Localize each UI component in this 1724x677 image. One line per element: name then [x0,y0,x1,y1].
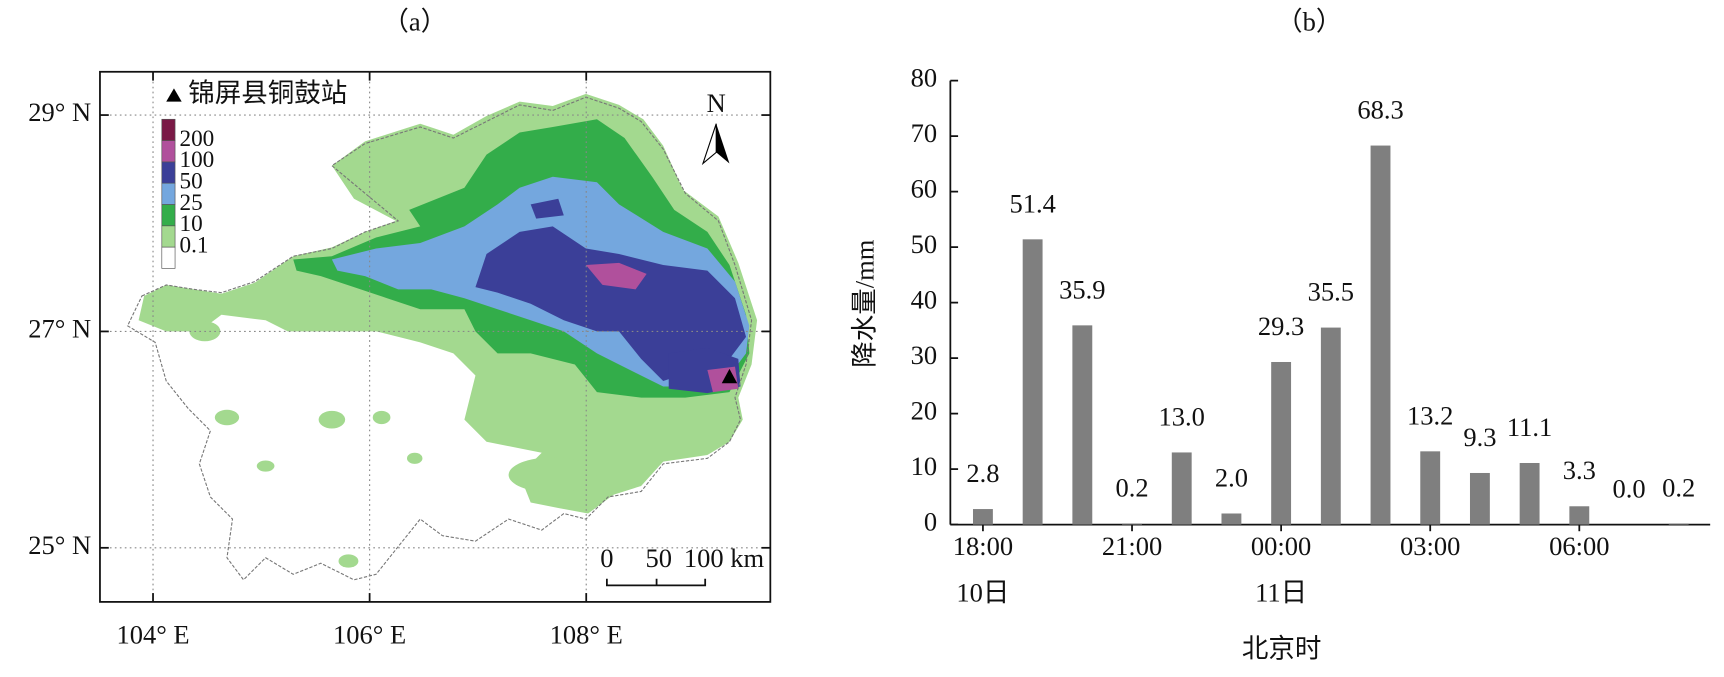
x-axis-label: 北京时 [1242,634,1322,664]
legend-label: 100 [179,147,214,173]
value-label: 0.2 [1115,472,1148,502]
value-label: 68.3 [1357,94,1403,124]
station-marker [721,368,738,384]
rain-area [530,198,564,219]
bar [1022,239,1043,525]
bar [1370,145,1391,525]
y-tick-label: 20 [911,396,937,426]
x-tick-label: 21:00 [1102,531,1162,561]
legend-label: 0.1 [179,232,208,258]
legend-swatch [161,140,176,163]
value-label: 9.3 [1463,422,1496,452]
legend-label: 10 [179,211,202,237]
value-label: 0.2 [1662,472,1695,502]
x-tick-label: 03:00 [1400,531,1460,561]
y-tick-label: 50 [911,229,937,259]
rain-area [585,262,647,290]
y-tick-label: 25° N [28,530,91,560]
rain-area [508,457,597,493]
bar [1668,523,1689,525]
legend-swatch [161,118,176,141]
legend-swatch [161,182,176,205]
y-tick-label: 80 [911,63,937,93]
map-title: （a） [382,6,447,36]
x-tick-label: 06:00 [1549,531,1609,561]
value-label: 2.8 [966,458,999,488]
bar [972,509,993,525]
x-tick-label: 18:00 [953,531,1013,561]
legend-label: 200 [179,126,214,152]
y-tick-label: 10 [911,451,937,481]
y-axis-label: 降水量/mm [850,239,880,367]
rain-area [256,460,275,472]
legend-swatch [161,161,176,184]
legend-swatch [161,204,176,227]
value-label: 35.5 [1308,277,1354,307]
north-label: N [707,88,726,118]
value-label: 11.1 [1507,412,1552,442]
bar [1072,325,1093,525]
bar [1420,451,1441,525]
value-label: 13.0 [1159,401,1205,431]
legend-label: 25 [179,190,202,216]
x-day-label: 11日 [1255,577,1307,607]
y-tick-label: 70 [911,118,937,148]
x-day-label: 10日 [956,577,1009,607]
bar [1171,452,1192,525]
y-tick-label: 60 [911,174,937,204]
bar [1271,361,1292,525]
y-tick-label: 40 [911,285,937,315]
bar [1569,506,1590,525]
rain-area [475,226,747,382]
scale-bar [605,578,707,587]
y-tick-label: 29° N [28,97,91,127]
bar [1519,462,1540,525]
province-border [126,96,753,581]
legend-label: 50 [179,169,202,195]
x-tick-label: 104° E [116,619,189,649]
y-tick-label: 0 [924,507,937,537]
y-tick-label: 30 [911,340,937,370]
value-label: 13.2 [1407,400,1453,430]
value-label: 51.4 [1009,188,1055,218]
y-tick-label: 27° N [28,314,91,344]
station-legend-marker [166,88,182,102]
bar [1221,513,1242,525]
rain-area [406,452,423,464]
bar [1320,327,1341,525]
rain-area [372,410,391,425]
value-label: 2.0 [1215,462,1248,492]
north-arrow [716,123,730,164]
north-arrow [701,123,717,166]
station-label: 锦屏县铜鼓站 [188,78,347,108]
value-label: 29.3 [1258,311,1304,341]
rain-area [214,409,240,426]
rain-area [338,554,359,568]
map-frame [99,70,772,603]
x-tick-label: 00:00 [1251,531,1311,561]
bar [1122,523,1142,525]
legend-swatch [161,246,176,269]
x-tick-label: 108° E [550,619,623,649]
x-tick-label: 106° E [333,619,406,649]
map: N 锦屏县铜鼓站 0 50 100 km [99,70,772,603]
legend-swatch [161,225,176,248]
value-label: 0.0 [1612,474,1645,504]
rain-area [318,410,346,429]
chart-title: （b） [1276,6,1342,36]
value-label: 35.9 [1059,274,1105,304]
value-label: 3.3 [1563,455,1596,485]
bar [1469,472,1490,525]
scale-label: 0 [600,543,613,573]
